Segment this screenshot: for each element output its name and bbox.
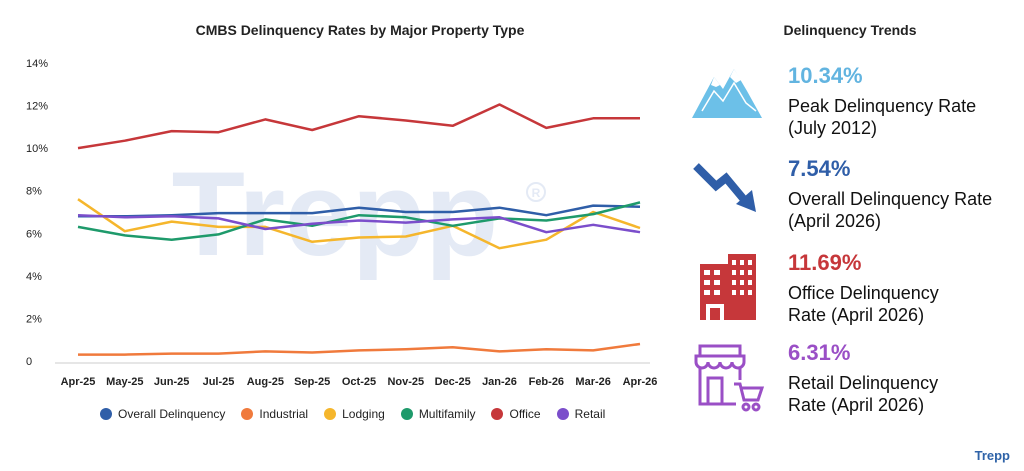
registered-mark: R: [526, 182, 546, 202]
stat-label: Retail Delinquency Rate (April 2026): [788, 372, 1018, 416]
legend-swatch: [241, 408, 254, 420]
stat-value: 7.54%: [788, 156, 851, 181]
y-tick-label: 10%: [26, 143, 48, 155]
stat-label-line: (July 2012): [788, 118, 878, 138]
x-tick-label: Apr-25: [61, 376, 96, 388]
chart-title: CMBS Delinquency Rates by Major Property…: [195, 22, 525, 38]
legend-item: Industrial: [241, 407, 308, 421]
x-tick-label: Dec-25: [435, 376, 471, 388]
stat-retail-delinquency: 6.31% Retail Delinquency Rate (April 202…: [690, 340, 1020, 430]
x-tick-label: Jun-25: [154, 376, 189, 388]
stat-office-delinquency: 11.69% Office Delinquency Rate (April 20…: [690, 250, 1020, 340]
stat-label-line: (April 2026): [788, 211, 882, 231]
y-tick-label: 14%: [26, 58, 48, 70]
legend-item: Multifamily: [400, 407, 476, 421]
legend-swatch: [324, 408, 337, 420]
x-tick-label: May-25: [106, 376, 143, 388]
legend-item: Retail: [556, 407, 606, 421]
legend-label: Retail: [574, 407, 606, 421]
y-tick-label: 2%: [26, 313, 42, 325]
stat-peak-delinquency: 10.34% Peak Delinquency Rate (July 2012): [690, 63, 1020, 153]
legend-swatch: [100, 408, 112, 420]
mountain-icon: [692, 69, 762, 118]
stat-label: Peak Delinquency Rate (July 2012): [788, 95, 1018, 139]
line-chart: Trepp R 02%4%6%8%10%12%14% Apr-25 May-25 J…: [26, 58, 658, 388]
legend-label: Office: [509, 407, 541, 421]
office-building-icon: [700, 254, 756, 320]
svg-text:R: R: [532, 186, 541, 200]
legend-item: Overall Delinquency: [100, 407, 225, 421]
legend-swatch: [491, 408, 504, 420]
y-tick-label: 8%: [26, 186, 42, 198]
legend-label: Industrial: [259, 407, 309, 421]
legend-swatch: [556, 408, 569, 420]
stat-label-line: Office Delinquency: [788, 283, 939, 303]
y-tick-label: 4%: [26, 271, 42, 283]
legend-label: Overall Delinquency: [118, 407, 226, 421]
legend-item: Lodging: [324, 407, 385, 421]
series-line-industrial: [78, 342, 641, 356]
x-tick-label: Apr-26: [623, 376, 658, 388]
legend-swatch: [400, 408, 413, 420]
y-tick-label: 12%: [26, 101, 48, 113]
x-tick-label: Mar-26: [575, 376, 610, 388]
stat-label: Office Delinquency Rate (April 2026): [788, 282, 1018, 326]
legend-label: Multifamily: [418, 407, 476, 421]
series-line-retail: [77, 213, 641, 234]
storefront-cart-icon: [694, 344, 765, 412]
legend-label: Lodging: [342, 407, 385, 421]
y-tick-label: 0: [26, 356, 32, 368]
stat-overall-delinquency: 7.54% Overall Delinquency Rate (April 20…: [690, 156, 1020, 246]
series-line-lodging: [77, 198, 641, 250]
x-tick-label: Nov-25: [387, 376, 424, 388]
x-tick-label: Jul-25: [203, 376, 235, 388]
x-tick-label: Feb-26: [529, 376, 564, 388]
series-line-multifamily: [77, 201, 641, 241]
stat-label-line: Rate (April 2026): [788, 395, 925, 415]
x-tick-label: Sep-25: [294, 376, 330, 388]
panel-title: Delinquency Trends: [783, 22, 917, 38]
stat-value: 6.31%: [788, 340, 851, 365]
y-tick-label: 6%: [26, 228, 42, 240]
stat-label-line: Retail Delinquency: [788, 373, 939, 393]
x-tick-label: Aug-25: [247, 376, 284, 388]
stat-label-line: Peak Delinquency Rate: [788, 96, 977, 116]
chart-legend: Overall Delinquency Industrial Lodging Mult…: [100, 407, 621, 421]
x-tick-label: Oct-25: [342, 376, 376, 388]
legend-item: Office: [491, 407, 541, 421]
x-tick-label: Jan-26: [482, 376, 517, 388]
series-line-office: [77, 103, 640, 150]
stat-label-line: Overall Delinquency Rate: [788, 189, 993, 209]
trend-down-arrow-icon: [693, 163, 756, 212]
stat-value: 11.69%: [788, 250, 862, 275]
trepp-logo: Trepp: [974, 448, 1010, 463]
stat-label-line: Rate (April 2026): [788, 305, 925, 325]
stat-value: 10.34%: [788, 63, 863, 88]
stat-label: Overall Delinquency Rate (April 2026): [788, 188, 1018, 232]
